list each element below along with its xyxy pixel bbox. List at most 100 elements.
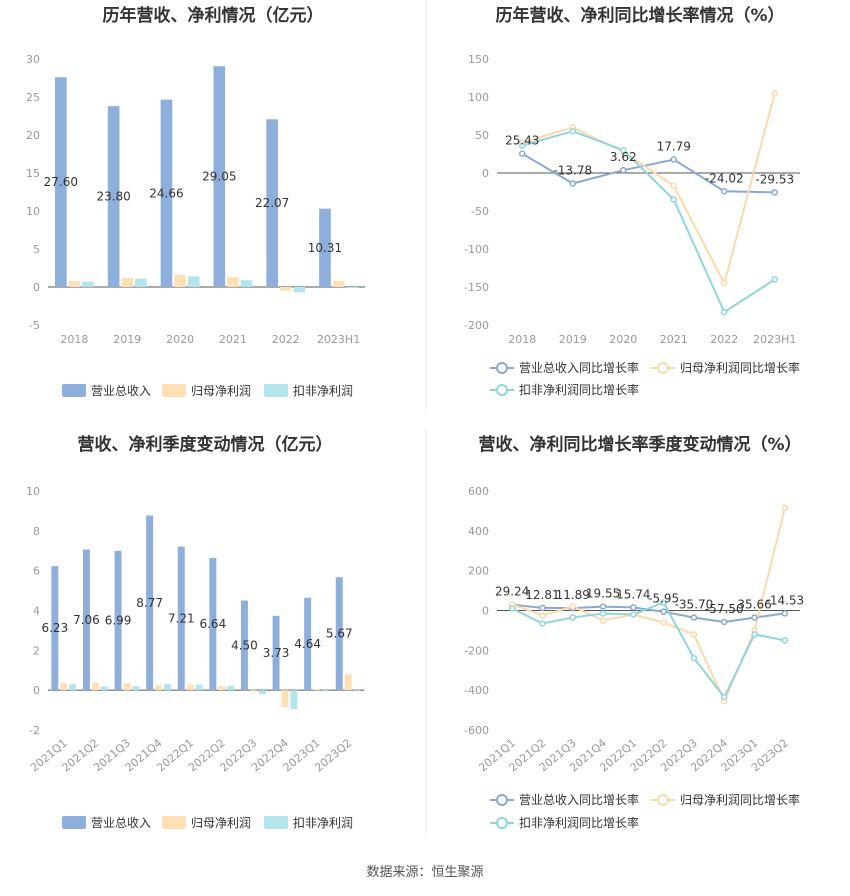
- bar-revenue: [51, 566, 59, 691]
- legend-marker: [496, 362, 508, 374]
- line-data-label: 19.55: [586, 587, 620, 601]
- y-tick-label: -200: [464, 319, 489, 332]
- line-point: [670, 182, 677, 190]
- legend-swatch: [264, 384, 288, 397]
- y-tick-label: -5: [29, 319, 40, 332]
- line-data-label: 11.89: [556, 588, 590, 602]
- y-tick-label: 0: [33, 281, 40, 294]
- legend-label: 归母净利润: [191, 384, 251, 398]
- line-point: [721, 188, 728, 195]
- y-tick-label: -2: [29, 724, 40, 737]
- line-point: [620, 166, 627, 174]
- bar-data-label: 5.67: [326, 627, 353, 641]
- line-point: [690, 631, 698, 638]
- line-point: [660, 608, 667, 615]
- line-point: [539, 612, 546, 619]
- bar-data-label: 4.50: [231, 638, 258, 652]
- y-tick-label: -50: [471, 205, 489, 218]
- y-tick-label: 20: [26, 129, 40, 142]
- bar-deducted-profit: [240, 280, 253, 287]
- y-tick-label: 6: [33, 565, 40, 578]
- legend-label: 营业总收入同比增长率: [519, 792, 639, 807]
- line-data-label: 15.74: [616, 587, 650, 601]
- bar-deducted-profit: [100, 686, 108, 691]
- legend-label: 扣非净利润同比增长率: [519, 815, 639, 830]
- bar-data-label: 7.21: [168, 611, 195, 625]
- line-point: [721, 693, 728, 701]
- y-tick-label: -600: [464, 724, 489, 737]
- bar-revenue: [107, 106, 120, 288]
- bar-net-profit: [313, 689, 321, 691]
- bar-net-profit: [121, 277, 134, 287]
- y-tick-label: -400: [464, 684, 489, 697]
- line-point: [751, 631, 758, 638]
- bar-net-profit: [60, 683, 68, 691]
- bar-net-profit: [186, 684, 194, 691]
- chart-title: 历年营收、净利同比增长率情况（%）: [495, 5, 784, 26]
- line-point: [751, 614, 758, 621]
- bar-data-label: 24.66: [149, 186, 183, 200]
- bar-revenue: [82, 549, 90, 691]
- line-data-label: -57.50: [705, 602, 744, 616]
- bar-deducted-profit: [258, 690, 266, 695]
- bar-net-profit: [155, 685, 163, 691]
- bar-revenue: [213, 66, 226, 287]
- bar-deducted-profit: [135, 278, 147, 287]
- bar-deducted-profit: [290, 690, 298, 710]
- line-point: [519, 142, 526, 149]
- line-point: [690, 614, 698, 621]
- line-point: [630, 611, 637, 618]
- y-tick-label: 30: [26, 53, 40, 66]
- legend-swatch: [162, 816, 186, 829]
- bar-deducted-profit: [346, 287, 359, 288]
- source-note: 数据来源：恒生聚源: [366, 865, 483, 880]
- line-point: [539, 604, 546, 612]
- y-tick-label: 15: [26, 167, 40, 180]
- legend-swatch: [62, 384, 86, 397]
- line-point: [599, 603, 607, 610]
- series-line-revenue: [521, 152, 775, 194]
- line-point: [569, 614, 576, 621]
- line-data-label: 29.24: [495, 585, 529, 599]
- bar-deducted-profit: [69, 684, 77, 691]
- bar-deducted-profit: [195, 684, 203, 691]
- bar-data-label: 6.99: [105, 614, 132, 628]
- line-point: [620, 146, 627, 154]
- x-tick-label: 2020: [609, 333, 637, 346]
- line-point: [569, 180, 576, 187]
- line-data-label: -29.53: [755, 172, 794, 186]
- bar-revenue: [209, 557, 217, 691]
- line-point: [771, 89, 778, 97]
- line-data-label: -35.70: [675, 598, 714, 612]
- legend-label: 营业总收入同比增长率: [519, 360, 639, 375]
- bar-data-label: 23.80: [96, 190, 130, 204]
- line-point: [508, 605, 516, 612]
- series-line-deducted-profit: [511, 601, 786, 699]
- legend-marker: [496, 384, 508, 396]
- y-tick-label: 2: [33, 644, 40, 657]
- line-point: [670, 196, 677, 203]
- bar-data-label: 10.31: [308, 241, 342, 255]
- bar-revenue: [160, 99, 173, 287]
- bar-data-label: 29.05: [202, 170, 236, 184]
- x-tick-label: 2018: [508, 333, 536, 346]
- bar-deducted-profit: [164, 684, 172, 691]
- line-point: [781, 610, 789, 617]
- x-tick-label: 2019: [559, 333, 587, 346]
- bar-net-profit: [249, 690, 257, 692]
- y-tick-label: 150: [468, 53, 489, 66]
- line-point: [721, 308, 728, 316]
- line-point: [721, 618, 728, 626]
- line-point: [771, 189, 778, 196]
- y-tick-label: 8: [33, 525, 40, 538]
- bar-revenue: [240, 600, 248, 691]
- bar-revenue: [304, 597, 312, 691]
- line-point: [539, 620, 546, 627]
- series-line-deducted-profit: [522, 130, 776, 314]
- line-point: [781, 637, 789, 644]
- bar-deducted-profit: [132, 686, 140, 691]
- x-tick-label: 2023H1: [317, 333, 360, 346]
- legend-label: 扣非净利润: [293, 816, 353, 830]
- line-data-label: -13.78: [553, 163, 592, 177]
- bar-net-profit: [344, 674, 352, 691]
